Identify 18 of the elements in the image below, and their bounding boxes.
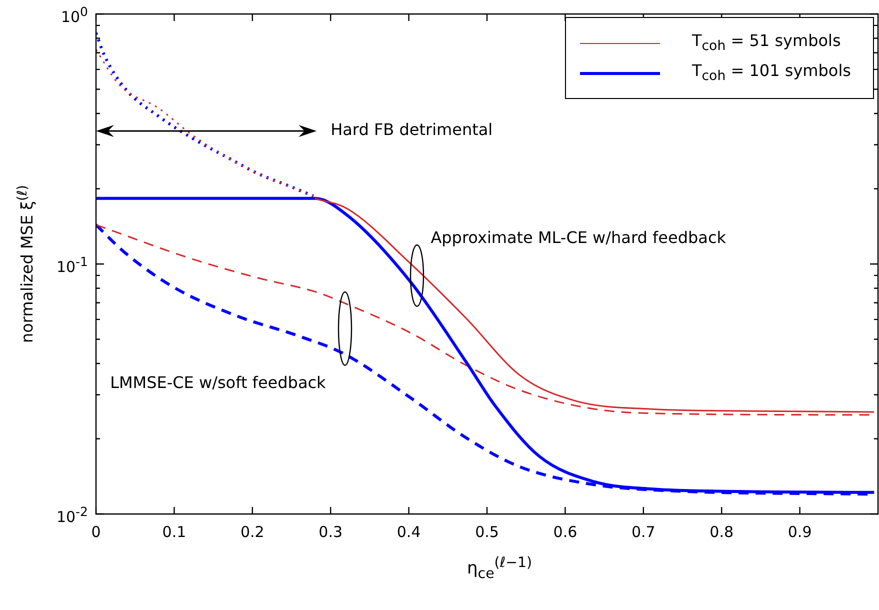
x-tick-label: 0.5 <box>475 522 499 541</box>
x-tick-label: 0.4 <box>396 522 421 541</box>
y-tick-label: 10$^{-2}$ <box>56 504 88 526</box>
legend-label: T$_{coh}$ = 51 symbols <box>692 31 841 55</box>
x-tick-label: 0.6 <box>553 522 578 541</box>
annotation: Hard FB detrimental <box>330 120 493 140</box>
annotation: LMMSE-CE w/soft feedback <box>110 373 326 392</box>
x-tick-label: 0.3 <box>318 522 343 541</box>
legend-label: T$_{coh}$ = 101 symbols <box>692 61 851 85</box>
x-tick-label: 0.8 <box>710 522 734 541</box>
x-tick-label: 0.2 <box>240 522 264 541</box>
x-tick-label: 0.1 <box>162 522 186 541</box>
x-tick-label: 0.7 <box>631 522 656 541</box>
y-tick-label: 10$^{0}$ <box>60 4 88 26</box>
y-tick-label: 10$^{-1}$ <box>56 254 88 276</box>
x-tick-label: 0.9 <box>788 522 812 541</box>
x-tick-label: 0 <box>91 522 101 541</box>
annotation: Approximate ML-CE w/hard feedback <box>430 228 726 247</box>
